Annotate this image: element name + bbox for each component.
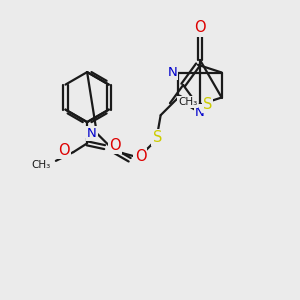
Text: O: O: [135, 149, 146, 164]
Text: O: O: [194, 20, 206, 35]
Text: CH₃: CH₃: [178, 97, 197, 107]
Text: H: H: [167, 67, 174, 76]
Text: O: O: [58, 142, 69, 158]
Text: S: S: [203, 97, 212, 112]
Text: N: N: [168, 66, 177, 79]
Text: H: H: [86, 127, 94, 137]
Text: CH₃: CH₃: [32, 160, 51, 170]
Text: N: N: [87, 127, 97, 140]
Text: N: N: [195, 106, 205, 118]
Text: O: O: [110, 138, 121, 153]
Text: S: S: [153, 130, 162, 145]
